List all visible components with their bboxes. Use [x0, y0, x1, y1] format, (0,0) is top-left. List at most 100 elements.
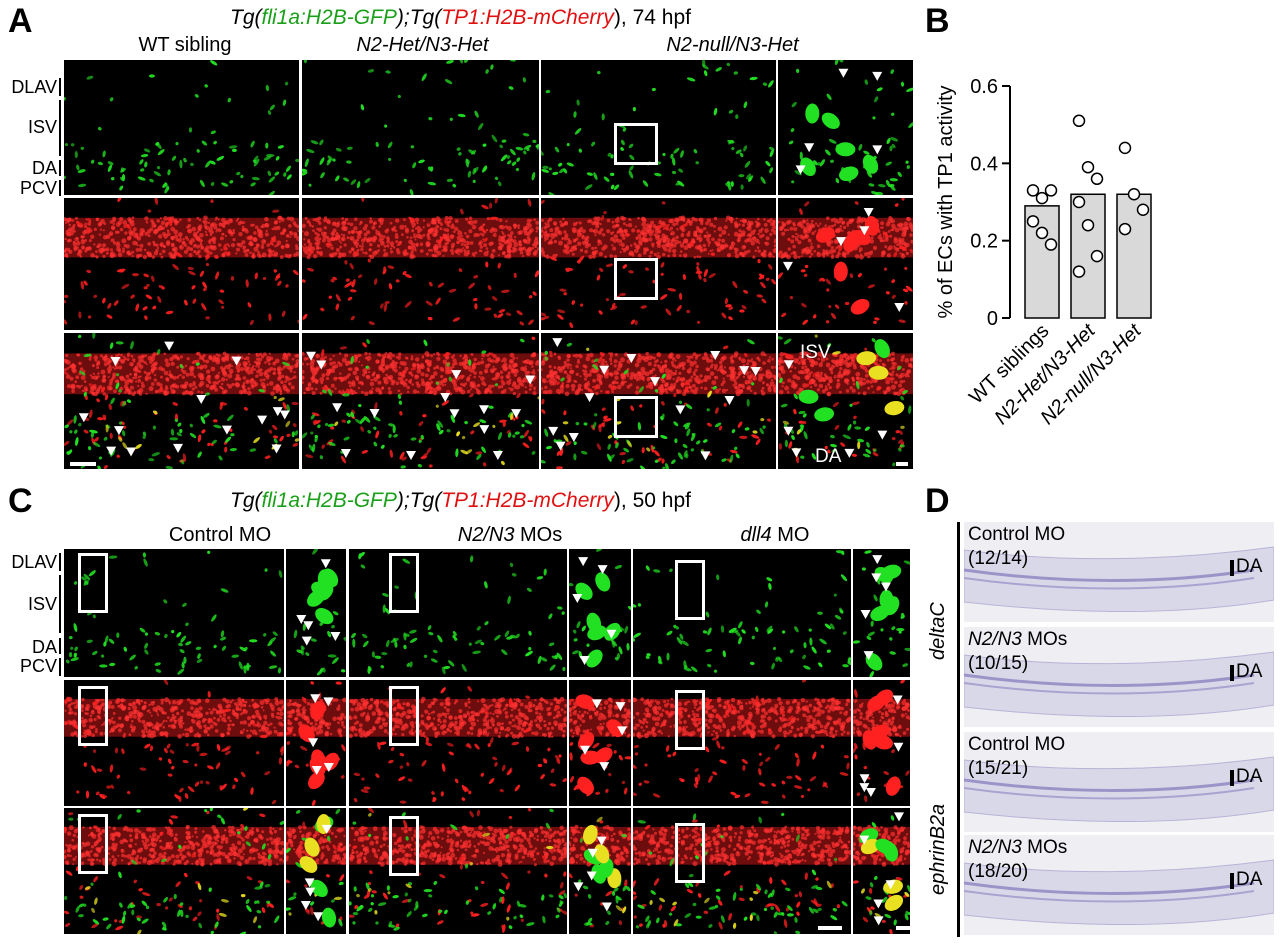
ish-image-2: N2/N3 MOs (10/15) DA [964, 627, 1274, 727]
data-point [1118, 222, 1132, 236]
c-bracket-pcv [59, 658, 61, 676]
panel-d-divider [957, 522, 960, 937]
panel-a-image-r1-c3 [541, 60, 776, 195]
panel-c-col-control: Control MO [168, 524, 272, 546]
panel-a-image-r3-c4 [778, 333, 913, 469]
y-tick-label: 0.4 [970, 153, 998, 175]
panel-c-image-r2-c2 [286, 680, 346, 806]
panel-c-image-r1-c4 [569, 549, 631, 677]
ish-da-label-4: DA [1236, 869, 1263, 890]
zoom-box [614, 396, 658, 438]
ish-da-label-2: DA [1236, 661, 1263, 682]
data-point [1081, 160, 1095, 174]
zoom-box [78, 686, 108, 746]
bracket-dlav [59, 78, 61, 96]
ish-count-1: (12/14) [968, 548, 1029, 569]
panel-c-col-dll4: dll4 MO [740, 524, 810, 546]
row-label-pcv: PCV [19, 178, 57, 198]
panel-a-image-r2-c3 [541, 198, 776, 330]
zoom-box [614, 258, 658, 300]
inset-label-da: DA [815, 446, 842, 467]
panel-a-col-het: N2-Het/N3-Het [356, 34, 489, 56]
c-row-label-da: DA [31, 637, 57, 657]
ish-condition-4: N2/N3 MOs [968, 837, 1068, 858]
panel-label-b: B [925, 2, 950, 40]
zoom-box [78, 814, 108, 874]
ish-image-4: N2/N3 MOs (18/20) DA [964, 835, 1274, 935]
data-point [1026, 215, 1040, 228]
panel-c-image-r2-c5 [633, 680, 851, 806]
row-label-dlav: DLAV [11, 77, 57, 97]
data-point [1081, 218, 1095, 232]
panel-c-image-r1-c2 [286, 549, 346, 677]
zoom-box [78, 553, 108, 613]
panel-c-col-n2n3: N2/N3 MOs [457, 524, 563, 546]
zoom-box [389, 686, 419, 746]
data-point [1044, 238, 1058, 251]
panel-label-c: C [8, 482, 33, 520]
c-bracket-dlav [59, 553, 61, 571]
ish-condition-3: Control MO [968, 734, 1066, 755]
panel-a-col-wt: WT sibling [138, 34, 232, 56]
panel-c-image-r3-c3 [349, 808, 567, 934]
c-row-label-isv: ISV [27, 594, 57, 614]
ish-image-3: Control MO (15/21) DA [964, 732, 1274, 832]
y-tick-label: 0.6 [970, 76, 998, 98]
data-point [1090, 172, 1104, 186]
probe-label-deltac: deltaC [927, 602, 949, 660]
data-point [1072, 195, 1086, 209]
ish-da-label-3: DA [1236, 766, 1263, 787]
zoom-box [675, 823, 705, 883]
panel-c-image-r1-c6 [853, 549, 910, 677]
panel-a-image-r1-c4 [778, 60, 913, 195]
panel-label-d: D [925, 482, 950, 520]
scale-bar [896, 462, 908, 466]
panel-c-image-r3-c6 [853, 808, 910, 934]
ish-count-4: (18/20) [968, 861, 1029, 882]
panel-a-image-r3-c3 [541, 333, 776, 469]
data-point [1136, 203, 1150, 216]
bracket-pcv [59, 180, 61, 196]
data-point [1072, 265, 1086, 278]
panel-a-image-r3-c1 [64, 333, 299, 469]
data-point [1090, 249, 1104, 263]
ish-count-2: (10/15) [968, 653, 1029, 674]
probe-label-ephrinb2a: ephrinB2a [927, 803, 949, 895]
c-row-label-dlav: DLAV [11, 552, 57, 572]
data-point [1026, 184, 1040, 197]
ish-da-label-1: DA [1236, 556, 1263, 577]
scale-bar [70, 462, 96, 466]
row-label-isv: ISV [27, 117, 57, 137]
panel-a-image-r3-c2 [302, 333, 539, 469]
panel-c-image-r2-c3 [349, 680, 567, 806]
row-label-da: DA [31, 158, 57, 178]
data-point [1035, 226, 1049, 240]
panel-c-image-r3-c2 [286, 808, 346, 934]
panel-c-title: Tg(fli1a:H2B-GFP);Tg(TP1:H2B-mCherry), 5… [230, 489, 691, 512]
panel-c-image-r1-c3 [349, 549, 567, 677]
zoom-box [614, 123, 658, 165]
panel-c-image-r1-c1 [64, 549, 284, 677]
panel-c-image-r3-c5 [633, 808, 851, 934]
c-bracket-isv [59, 575, 61, 633]
scale-bar [818, 926, 842, 930]
data-point [1118, 141, 1132, 155]
scale-bar [896, 926, 910, 930]
panel-a-image-r2-c4 [778, 198, 913, 330]
data-point [1072, 114, 1086, 128]
panel-a-image-r2-c1 [64, 198, 299, 330]
zoom-box [675, 690, 705, 750]
c-row-label-pcv: PCV [19, 656, 57, 676]
y-tick-label: 0.2 [970, 231, 998, 253]
panel-a-title: Tg(fli1a:H2B-GFP);Tg(TP1:H2B-mCherry), 7… [230, 6, 691, 29]
bracket-da [59, 160, 61, 176]
zoom-box [389, 553, 419, 613]
panel-label-a: A [8, 2, 33, 40]
c-bracket-da [59, 638, 61, 654]
ish-condition-1: Control MO [968, 524, 1066, 545]
inset-label-isv: ISV [800, 342, 831, 363]
panel-a-image-r1-c2 [302, 60, 539, 195]
ish-condition-2: N2/N3 MOs [968, 629, 1068, 650]
data-point [1127, 188, 1141, 201]
